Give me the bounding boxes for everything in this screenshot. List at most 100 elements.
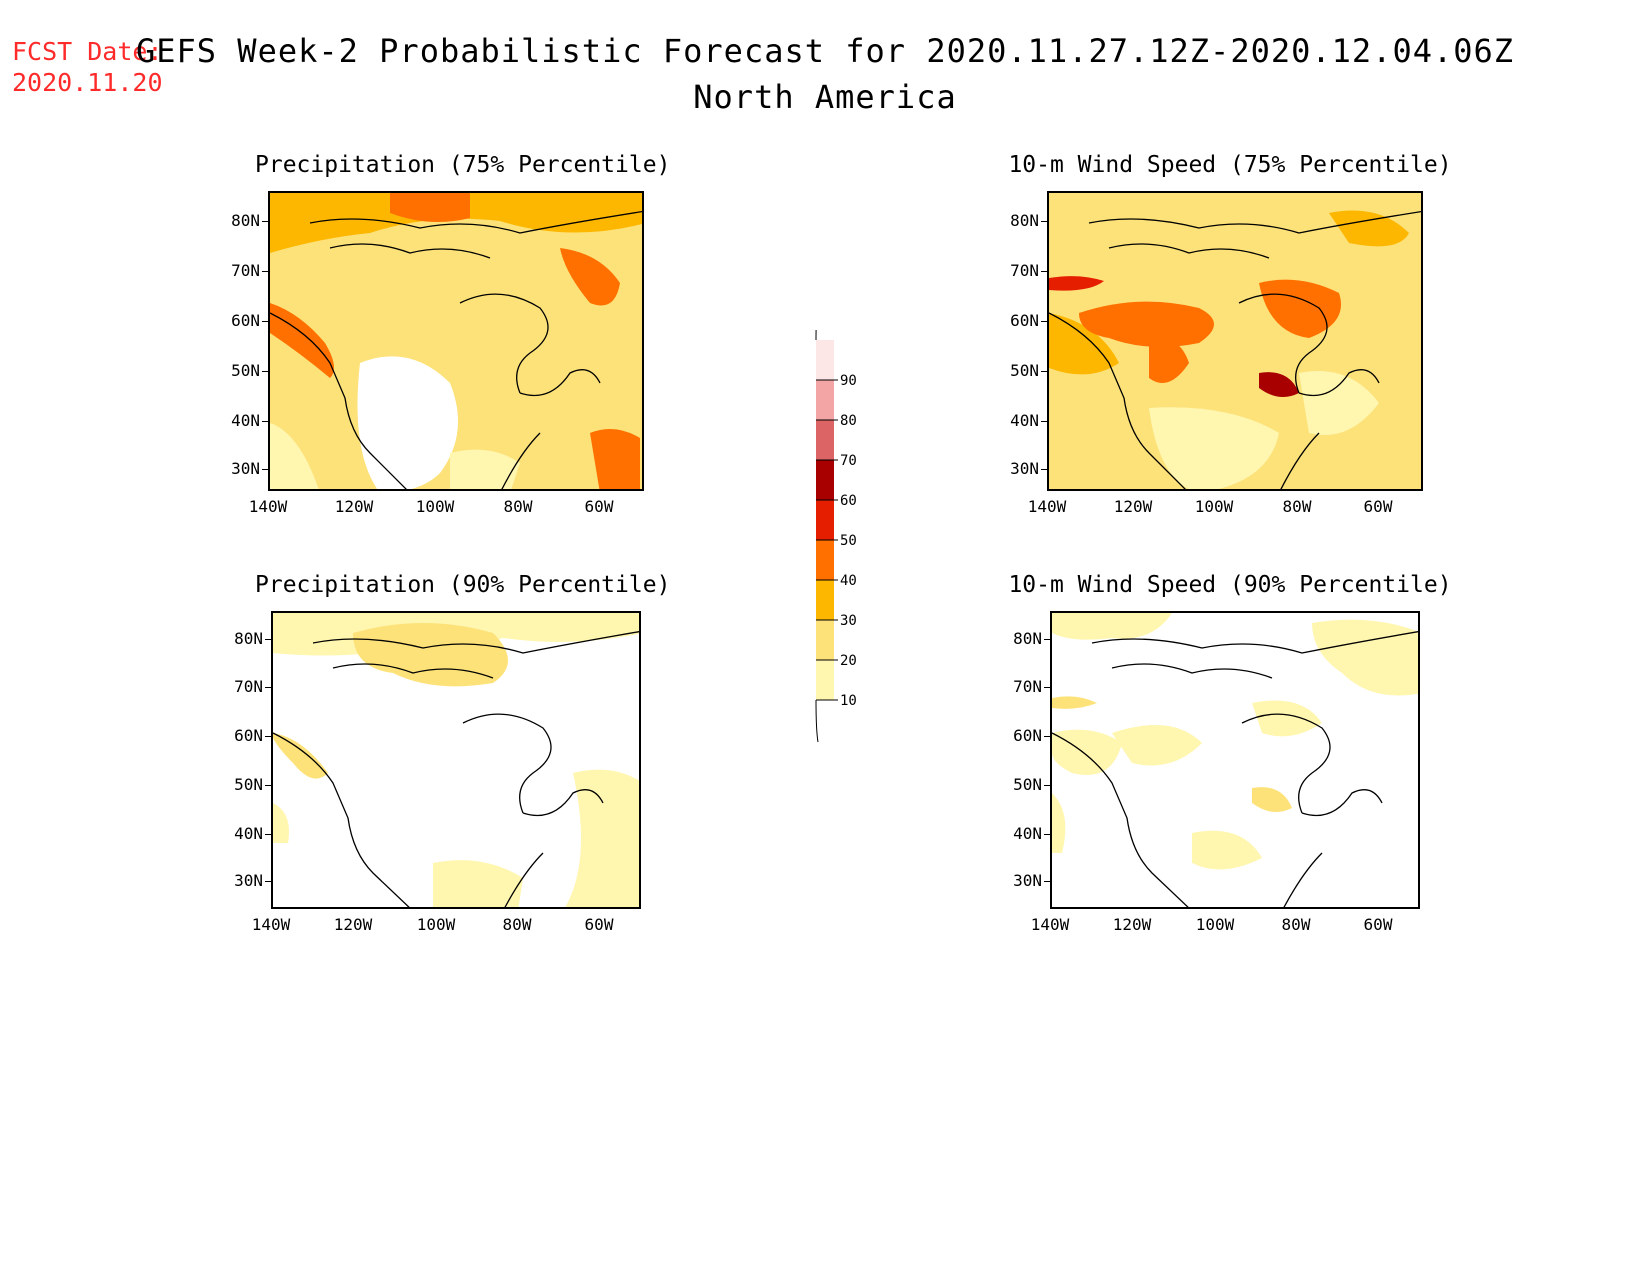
lon-tick-label: 140W <box>1030 915 1070 934</box>
lat-tick-mark <box>262 421 268 422</box>
lat-tick-label: 50N <box>1010 361 1039 380</box>
lat-tick-mark <box>1041 371 1047 372</box>
panel-title-wind-75: 10-m Wind Speed (75% Percentile) <box>1008 152 1452 178</box>
precip-75-map <box>270 193 642 489</box>
lon-tick-label: 100W <box>1195 915 1235 934</box>
lon-tick-label: 60W <box>584 915 614 934</box>
lat-tick-label: 70N <box>231 261 260 280</box>
lat-tick-mark <box>262 371 268 372</box>
panel-title-precip-90: Precipitation (90% Percentile) <box>255 572 671 598</box>
colorbar-label: 70 <box>840 453 857 469</box>
lat-tick-label: 50N <box>231 361 260 380</box>
colorbar-label: 40 <box>840 573 857 589</box>
lat-tick-mark <box>265 881 271 882</box>
colorbar-label: 20 <box>840 653 857 669</box>
lat-tick-mark <box>1041 421 1047 422</box>
lon-tick-label: 60W <box>1363 497 1393 516</box>
lon-tick-label: 140W <box>251 915 291 934</box>
lon-tick-label: 120W <box>334 497 374 516</box>
lat-tick-label: 80N <box>1013 629 1042 648</box>
lat-tick-mark <box>1041 221 1047 222</box>
lat-tick-label: 30N <box>1013 871 1042 890</box>
lat-tick-label: 70N <box>1010 261 1039 280</box>
colorbar-swatch <box>816 580 834 620</box>
colorbar-label: 50 <box>840 533 857 549</box>
lat-tick-mark <box>262 271 268 272</box>
colorbar: 10 20 30 40 50 60 70 80 90 <box>815 297 857 743</box>
lat-tick-label: 70N <box>234 677 263 696</box>
lat-tick-label: 40N <box>231 411 260 430</box>
lat-tick-mark <box>1041 469 1047 470</box>
lat-tick-mark <box>1044 881 1050 882</box>
lat-tick-label: 50N <box>234 775 263 794</box>
lat-tick-mark <box>1044 785 1050 786</box>
colorbar-label: 10 <box>840 693 857 709</box>
colorbar-swatch <box>816 540 834 580</box>
page-title: GEFS Week-2 Probabilistic Forecast for 2… <box>135 32 1515 70</box>
lon-tick-label: 60W <box>1363 915 1393 934</box>
lon-tick-label: 140W <box>1027 497 1067 516</box>
lat-tick-mark <box>1044 639 1050 640</box>
lat-tick-label: 70N <box>1013 677 1042 696</box>
colorbar-swatch <box>816 340 834 380</box>
lon-tick-label: 120W <box>333 915 373 934</box>
lat-tick-label: 80N <box>234 629 263 648</box>
colorbar-swatch <box>816 660 834 700</box>
lat-tick-mark <box>262 321 268 322</box>
page-subtitle: North America <box>693 78 957 116</box>
lat-tick-mark <box>1041 321 1047 322</box>
colorbar-swatch <box>816 380 834 420</box>
lat-tick-mark <box>1044 736 1050 737</box>
lat-tick-label: 40N <box>1010 411 1039 430</box>
colorbar-swatch <box>816 420 834 460</box>
lat-tick-mark <box>1044 834 1050 835</box>
map-panel-precip-90 <box>271 611 641 909</box>
lat-tick-mark <box>265 736 271 737</box>
panel-title-precip-75: Precipitation (75% Percentile) <box>255 152 671 178</box>
forecast-date: FCST Date: 2020.11.20 <box>12 36 163 98</box>
map-panel-precip-75 <box>268 191 644 491</box>
panel-title-wind-90: 10-m Wind Speed (90% Percentile) <box>1008 572 1452 598</box>
colorbar-label: 90 <box>840 373 857 389</box>
wind-75-map <box>1049 193 1421 489</box>
lon-tick-label: 80W <box>503 497 533 516</box>
lat-tick-label: 30N <box>234 871 263 890</box>
colorbar-swatch <box>816 500 834 540</box>
colorbar-legend: 10 20 30 40 50 60 70 80 90 <box>808 297 868 754</box>
lat-tick-mark <box>265 639 271 640</box>
wind-90-map <box>1052 613 1418 907</box>
lat-tick-label: 80N <box>1010 211 1039 230</box>
lon-tick-label: 100W <box>416 915 456 934</box>
lon-tick-label: 60W <box>584 497 614 516</box>
colorbar-swatch <box>816 620 834 660</box>
lat-tick-mark <box>262 469 268 470</box>
lat-tick-mark <box>262 221 268 222</box>
lon-tick-label: 80W <box>1281 915 1311 934</box>
lat-tick-label: 60N <box>1013 726 1042 745</box>
lon-tick-label: 100W <box>1194 497 1234 516</box>
lat-tick-label: 60N <box>1010 311 1039 330</box>
lat-tick-mark <box>1044 687 1050 688</box>
lon-tick-label: 120W <box>1112 915 1152 934</box>
map-panel-wind-75 <box>1047 191 1423 491</box>
colorbar-label: 60 <box>840 493 857 509</box>
lat-tick-label: 30N <box>231 459 260 478</box>
colorbar-swatch <box>816 460 834 500</box>
lon-tick-label: 80W <box>502 915 532 934</box>
lat-tick-label: 60N <box>234 726 263 745</box>
lat-tick-mark <box>265 687 271 688</box>
forecast-date-value: 2020.11.20 <box>12 68 163 97</box>
forecast-date-label: FCST Date: <box>12 37 163 66</box>
lat-tick-label: 40N <box>234 824 263 843</box>
lat-tick-label: 30N <box>1010 459 1039 478</box>
lat-tick-mark <box>1041 271 1047 272</box>
lat-tick-mark <box>265 834 271 835</box>
lon-tick-label: 80W <box>1282 497 1312 516</box>
lat-tick-label: 40N <box>1013 824 1042 843</box>
lon-tick-label: 100W <box>415 497 455 516</box>
lon-tick-label: 120W <box>1113 497 1153 516</box>
lat-tick-label: 80N <box>231 211 260 230</box>
map-panel-wind-90 <box>1050 611 1420 909</box>
precip-90-map <box>273 613 639 907</box>
lon-tick-label: 140W <box>248 497 288 516</box>
